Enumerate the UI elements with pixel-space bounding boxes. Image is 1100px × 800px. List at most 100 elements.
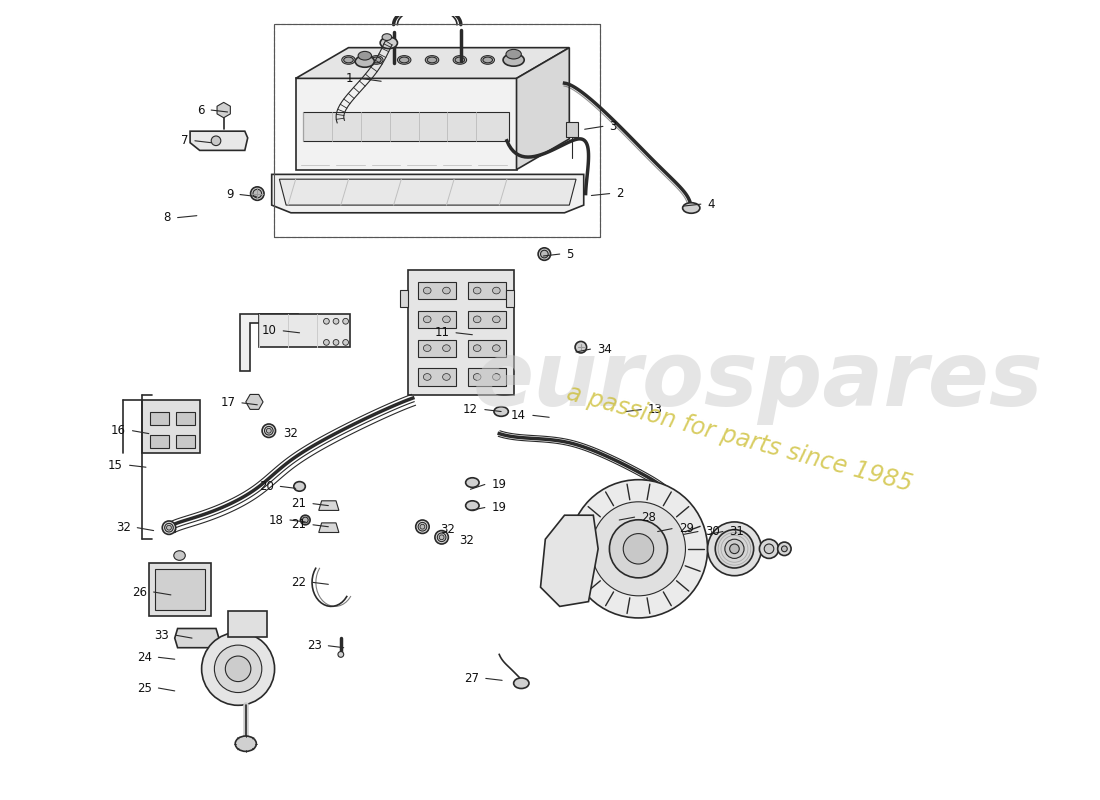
Polygon shape: [540, 515, 598, 606]
Text: 4: 4: [707, 198, 715, 210]
Ellipse shape: [514, 678, 529, 689]
Bar: [418, 339, 456, 357]
Ellipse shape: [503, 54, 525, 66]
Polygon shape: [319, 501, 339, 510]
Ellipse shape: [473, 287, 481, 294]
Text: a passion for parts since 1985: a passion for parts since 1985: [564, 381, 915, 496]
Bar: [150, 434, 169, 448]
Text: 27: 27: [464, 672, 480, 685]
Ellipse shape: [442, 374, 450, 380]
Ellipse shape: [165, 523, 174, 532]
Bar: [468, 310, 506, 328]
Text: 13: 13: [648, 403, 663, 416]
Polygon shape: [142, 400, 200, 453]
Ellipse shape: [333, 318, 339, 324]
Text: 17: 17: [220, 396, 235, 410]
Ellipse shape: [381, 37, 397, 49]
Bar: [468, 282, 506, 299]
Ellipse shape: [370, 56, 383, 64]
Bar: [274, 24, 600, 237]
Ellipse shape: [683, 202, 700, 214]
Circle shape: [781, 546, 788, 552]
Ellipse shape: [343, 339, 349, 346]
Ellipse shape: [266, 428, 272, 433]
Polygon shape: [272, 174, 584, 213]
Polygon shape: [155, 569, 206, 610]
Ellipse shape: [359, 51, 372, 60]
Circle shape: [609, 520, 668, 578]
Ellipse shape: [473, 374, 481, 380]
Polygon shape: [408, 270, 514, 395]
Ellipse shape: [473, 316, 481, 322]
Ellipse shape: [251, 187, 264, 200]
Ellipse shape: [493, 316, 500, 322]
Ellipse shape: [382, 34, 392, 41]
Text: 32: 32: [116, 521, 131, 534]
Ellipse shape: [264, 426, 273, 435]
Text: 2: 2: [616, 187, 624, 200]
Bar: [418, 310, 456, 328]
Polygon shape: [296, 78, 517, 170]
Polygon shape: [506, 290, 514, 307]
Ellipse shape: [174, 550, 185, 560]
Ellipse shape: [399, 57, 409, 63]
Ellipse shape: [343, 57, 353, 63]
Bar: [418, 282, 456, 299]
Ellipse shape: [465, 478, 480, 487]
Ellipse shape: [426, 56, 439, 64]
Text: eurospares: eurospares: [473, 337, 1044, 425]
Text: 18: 18: [268, 514, 283, 526]
Text: 32: 32: [283, 427, 298, 440]
Ellipse shape: [424, 287, 431, 294]
Text: 32: 32: [440, 523, 454, 536]
Ellipse shape: [211, 136, 221, 146]
Polygon shape: [296, 48, 570, 78]
Ellipse shape: [453, 56, 466, 64]
Text: 19: 19: [492, 501, 507, 514]
Ellipse shape: [481, 56, 494, 64]
Circle shape: [201, 632, 275, 706]
Circle shape: [764, 544, 773, 554]
Text: 28: 28: [641, 510, 657, 524]
Text: 10: 10: [262, 324, 276, 338]
Text: 19: 19: [492, 478, 507, 491]
Ellipse shape: [342, 56, 355, 64]
Ellipse shape: [397, 56, 411, 64]
Polygon shape: [245, 394, 263, 410]
Polygon shape: [175, 629, 219, 648]
Text: 11: 11: [434, 326, 449, 339]
Text: 26: 26: [132, 586, 147, 598]
Bar: [468, 339, 506, 357]
Bar: [304, 112, 509, 141]
Ellipse shape: [323, 318, 329, 324]
Text: 6: 6: [197, 103, 205, 117]
Text: 16: 16: [111, 424, 125, 438]
Ellipse shape: [420, 524, 425, 529]
Text: 29: 29: [679, 522, 694, 535]
Bar: [176, 434, 195, 448]
Circle shape: [707, 522, 761, 576]
Ellipse shape: [473, 345, 481, 351]
Polygon shape: [517, 48, 570, 170]
Ellipse shape: [442, 316, 450, 322]
Text: 3: 3: [609, 120, 617, 133]
Text: 23: 23: [307, 639, 321, 652]
Ellipse shape: [338, 651, 343, 658]
Ellipse shape: [442, 287, 450, 294]
Ellipse shape: [538, 248, 551, 260]
Ellipse shape: [438, 533, 446, 542]
Ellipse shape: [166, 526, 172, 530]
Text: 21: 21: [292, 518, 306, 531]
Ellipse shape: [163, 521, 176, 534]
Circle shape: [570, 480, 707, 618]
Circle shape: [592, 502, 685, 596]
Ellipse shape: [300, 515, 310, 525]
Ellipse shape: [333, 339, 339, 346]
Text: 1: 1: [345, 72, 353, 85]
Text: 15: 15: [108, 458, 123, 472]
Ellipse shape: [294, 482, 306, 491]
Circle shape: [624, 534, 653, 564]
Polygon shape: [319, 523, 339, 533]
Polygon shape: [229, 611, 267, 637]
Text: 7: 7: [180, 134, 188, 147]
